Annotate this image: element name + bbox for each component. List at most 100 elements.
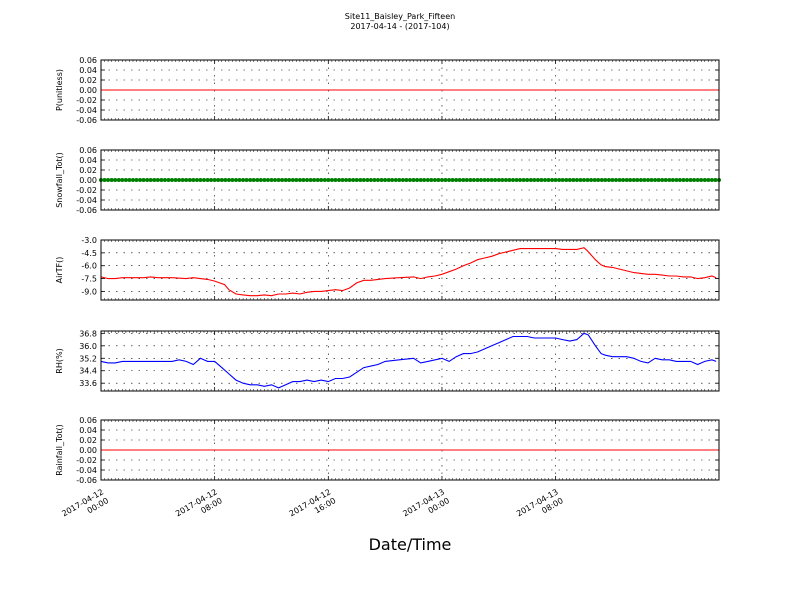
data-point bbox=[141, 178, 146, 182]
data-point bbox=[486, 178, 491, 182]
data-point bbox=[397, 178, 402, 182]
panels: 0.060.040.020.00-0.02-0.04-0.06P(unitles… bbox=[55, 56, 721, 485]
data-point bbox=[241, 178, 246, 182]
data-point bbox=[365, 178, 370, 182]
y-tick-label: 0.06 bbox=[79, 416, 97, 425]
y-tick-label: -7.5 bbox=[81, 275, 97, 284]
data-point bbox=[422, 178, 427, 182]
data-point bbox=[411, 178, 416, 182]
data-point bbox=[596, 178, 601, 182]
data-point bbox=[262, 178, 267, 182]
data-point bbox=[297, 178, 302, 182]
data-point bbox=[290, 178, 295, 182]
data-point bbox=[102, 178, 107, 182]
data-point bbox=[606, 178, 611, 182]
data-point bbox=[258, 178, 263, 182]
data-point bbox=[127, 178, 132, 182]
data-point bbox=[585, 178, 590, 182]
data-point bbox=[237, 178, 242, 182]
y-tick-label: 35.2 bbox=[79, 354, 97, 363]
data-point bbox=[177, 178, 182, 182]
data-point bbox=[166, 178, 171, 182]
data-point bbox=[255, 178, 260, 182]
data-point bbox=[567, 178, 572, 182]
plot-frame bbox=[100, 59, 720, 121]
data-point bbox=[450, 178, 455, 182]
data-point bbox=[553, 178, 558, 182]
data-point bbox=[138, 178, 143, 182]
data-point bbox=[283, 178, 288, 182]
data-point bbox=[265, 178, 270, 182]
data-point bbox=[383, 178, 388, 182]
data-point bbox=[287, 178, 292, 182]
data-point bbox=[400, 178, 405, 182]
data-point bbox=[443, 178, 448, 182]
data-point bbox=[273, 178, 277, 182]
data-point bbox=[315, 178, 320, 182]
data-point bbox=[187, 178, 192, 182]
y-axis-label: Rainfall_Tot() bbox=[55, 424, 64, 476]
data-point bbox=[631, 178, 636, 182]
data-point bbox=[223, 178, 228, 182]
data-point bbox=[216, 178, 221, 182]
data-point bbox=[518, 178, 523, 182]
data-point bbox=[432, 178, 437, 182]
data-point bbox=[337, 178, 341, 182]
data-point bbox=[358, 178, 363, 182]
data-point bbox=[106, 178, 111, 182]
data-point bbox=[212, 178, 217, 182]
data-point bbox=[251, 178, 256, 182]
data-point bbox=[372, 178, 377, 182]
data-point bbox=[184, 178, 189, 182]
y-tick-label: 33.6 bbox=[79, 379, 97, 388]
data-point bbox=[674, 178, 679, 182]
data-point bbox=[621, 178, 626, 182]
data-point bbox=[294, 178, 299, 182]
y-tick-label: 0.00 bbox=[79, 176, 97, 185]
data-point bbox=[269, 178, 274, 182]
data-point bbox=[326, 178, 331, 182]
plot-frame bbox=[100, 239, 720, 301]
data-point bbox=[312, 178, 317, 182]
chart-panel-4: 36.8 36.0 35.2 34.4 33.6 RH(%) bbox=[55, 329, 720, 392]
plot-frame bbox=[100, 149, 720, 211]
data-point bbox=[205, 178, 210, 182]
y-tick-label: 0.04 bbox=[79, 156, 97, 165]
y-tick-label: 0.02 bbox=[79, 166, 97, 175]
y-tick-label: 0.04 bbox=[79, 66, 97, 75]
data-point bbox=[500, 178, 505, 182]
data-point bbox=[471, 178, 476, 182]
data-point bbox=[234, 178, 238, 182]
data-point bbox=[191, 178, 196, 182]
data-point bbox=[408, 178, 412, 182]
data-point bbox=[198, 178, 203, 182]
data-point bbox=[305, 178, 309, 182]
data-point bbox=[653, 178, 658, 182]
data-point bbox=[340, 178, 345, 182]
data-point bbox=[543, 178, 547, 182]
data-point bbox=[109, 178, 114, 182]
data-point bbox=[656, 178, 661, 182]
data-point bbox=[230, 178, 235, 182]
data-point bbox=[692, 178, 697, 182]
y-tick-label: 0.00 bbox=[79, 86, 97, 95]
data-point bbox=[418, 178, 423, 182]
data-point bbox=[695, 178, 700, 182]
y-tick-label: -4.5 bbox=[81, 249, 97, 258]
data-point bbox=[379, 178, 384, 182]
data-point bbox=[116, 178, 121, 182]
data-point bbox=[557, 178, 562, 182]
data-point bbox=[511, 178, 515, 182]
data-point bbox=[333, 178, 338, 182]
data-point bbox=[660, 178, 665, 182]
data-point bbox=[386, 178, 391, 182]
data-point bbox=[482, 178, 487, 182]
data-point bbox=[514, 178, 519, 182]
data-point bbox=[535, 178, 540, 182]
series-line-1 bbox=[100, 247, 717, 297]
data-point bbox=[681, 178, 686, 182]
y-tick-label: 0.02 bbox=[79, 76, 97, 85]
data-point bbox=[713, 178, 718, 182]
data-point bbox=[170, 178, 174, 182]
data-point bbox=[248, 178, 253, 182]
